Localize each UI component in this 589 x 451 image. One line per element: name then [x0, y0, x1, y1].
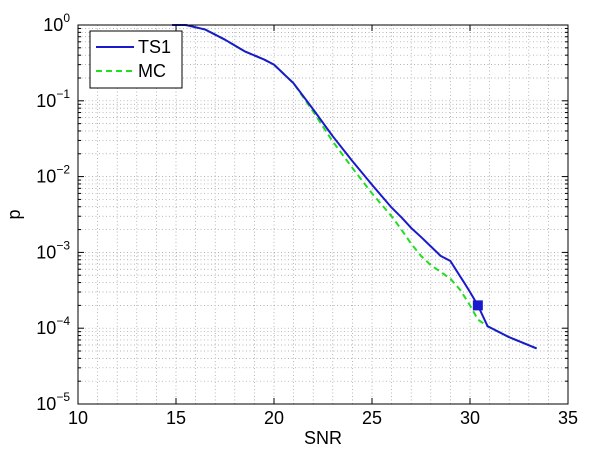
- x-tick-label: 35: [558, 408, 578, 428]
- y-tick-label: 10−4: [36, 314, 70, 338]
- legend-label-mc: MC: [138, 61, 166, 81]
- x-tick-label: 25: [362, 408, 382, 428]
- legend: TS1 MC: [89, 30, 183, 89]
- highlight-marker: [472, 300, 483, 311]
- y-tick-label-exponent: −3: [56, 238, 70, 252]
- y-tick-label-exponent: −4: [56, 314, 70, 328]
- grid: [78, 25, 568, 404]
- y-tick-label: 100: [43, 11, 70, 35]
- y-tick-label-base: 10: [36, 394, 56, 414]
- y-tick-label-exponent: −2: [56, 163, 70, 177]
- y-tick-label-exponent: 0: [63, 11, 70, 25]
- y-tick-label-exponent: −1: [56, 87, 70, 101]
- plot-frame: [77, 24, 569, 405]
- y-tick-label-base: 10: [36, 167, 56, 187]
- y-tick-label: 10−2: [36, 163, 70, 187]
- y-tick-label: 10−1: [36, 87, 70, 111]
- ticks: [77, 24, 569, 405]
- y-tick-label-base: 10: [36, 318, 56, 338]
- y-tick-label: 10−3: [36, 238, 70, 262]
- y-tick-label-base: 10: [43, 15, 63, 35]
- series-layer: [172, 24, 538, 350]
- legend-label-ts1: TS1: [138, 37, 171, 57]
- x-tick-labels: 10 15 20 25 30 35: [68, 408, 578, 428]
- y-axis-label: p: [4, 209, 24, 219]
- x-axis-label: SNR: [304, 428, 342, 448]
- series-line-ts1: [172, 24, 538, 350]
- y-tick-label-base: 10: [36, 242, 56, 262]
- x-tick-label: 10: [68, 408, 88, 428]
- x-tick-label: 15: [166, 408, 186, 428]
- legend-box: [89, 30, 183, 89]
- x-tick-label: 20: [264, 408, 284, 428]
- x-tick-label: 30: [460, 408, 480, 428]
- y-tick-label: 10−5: [36, 390, 70, 414]
- y-tick-label-exponent: −5: [56, 390, 70, 404]
- y-tick-label-base: 10: [36, 91, 56, 111]
